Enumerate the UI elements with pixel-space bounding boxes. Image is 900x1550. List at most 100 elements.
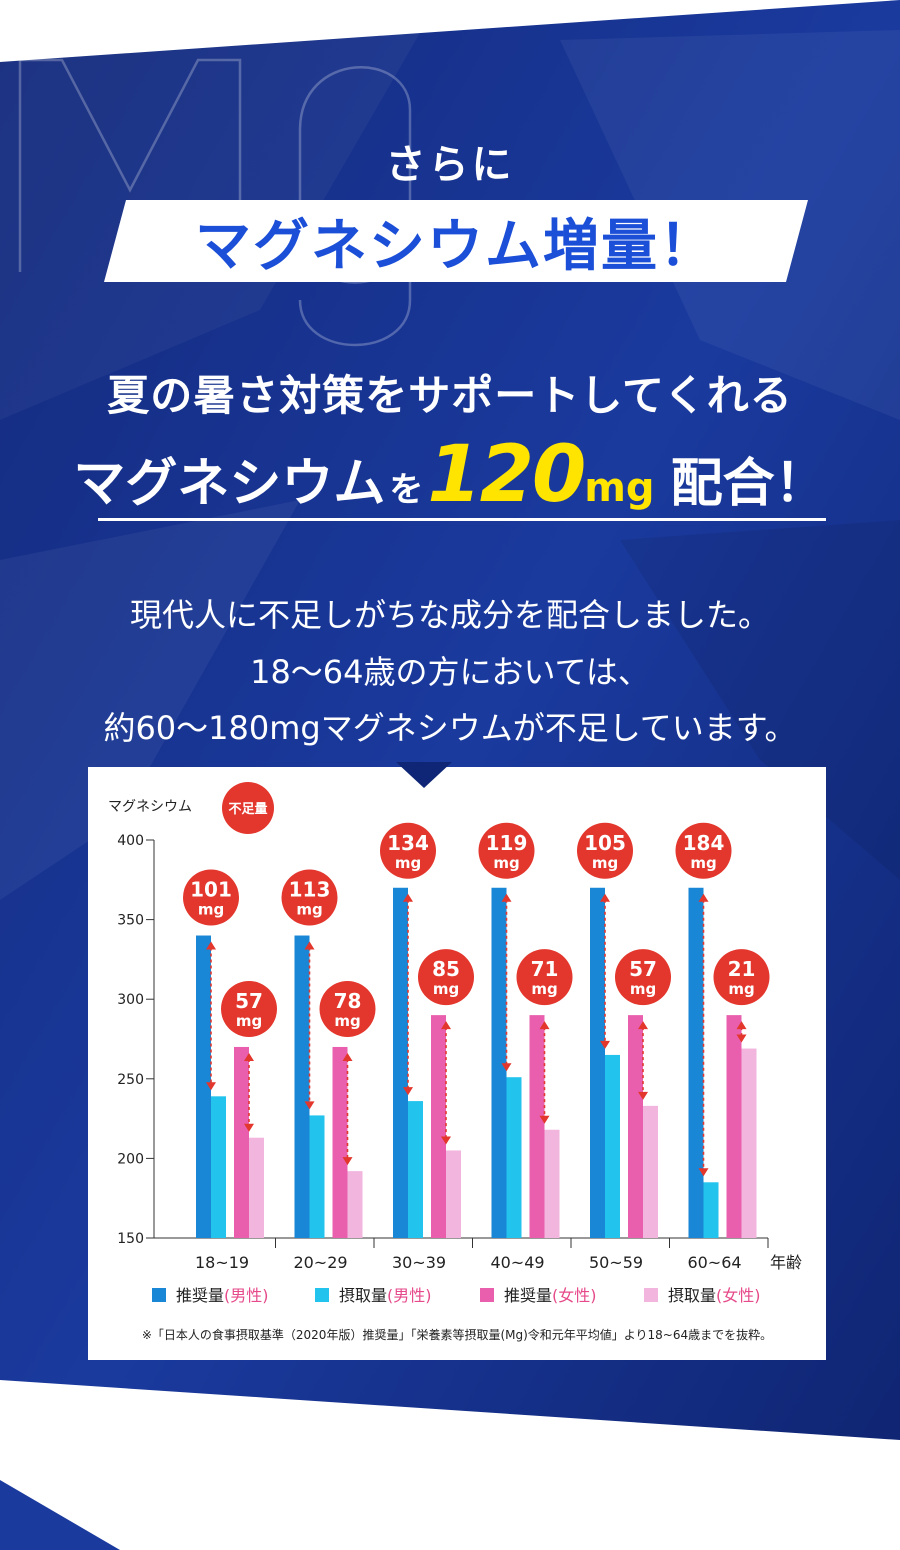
female-gap-badge-value: 57 (629, 957, 657, 981)
female-gap-arrow-head-down (736, 1034, 747, 1043)
female-gap-badge (319, 980, 376, 1037)
female-gap-arrow-head-down (441, 1136, 451, 1145)
legend-label: 推奨量(女性) (504, 1286, 597, 1305)
x-tick-label: 60~64 (687, 1253, 741, 1272)
legend-series-name: 摂取量 (339, 1286, 387, 1305)
headline-magnesium: マグネシウム (73, 454, 386, 514)
female-gap-badge-value: 85 (432, 957, 460, 981)
male-gap-badge-value: 101 (190, 878, 232, 902)
female-gap-badge-value: 57 (235, 989, 263, 1013)
male-gap-arrow-head-up (501, 893, 512, 902)
male-gap-arrow-head-down (206, 1082, 216, 1091)
female-gap-arrow-head-down (342, 1157, 353, 1166)
bar-female-recommended (529, 1015, 545, 1238)
shortfall-badge-label: 不足量 (228, 802, 267, 817)
female-gap-badge-unit: mg (630, 980, 656, 998)
intro-text: さらに (385, 142, 515, 188)
male-gap-arrow-head-down (304, 1101, 315, 1110)
female-gap-badge-unit: mg (334, 1012, 360, 1030)
male-gap-badge-unit: mg (592, 854, 618, 872)
bar-male-recommended (688, 887, 704, 1238)
legend-gender: (女性) (552, 1286, 597, 1305)
male-gap-badge (478, 822, 535, 879)
female-gap-arrow-head-up (441, 1021, 451, 1030)
headline-line2: マグネシウム を120mg 配合！ (0, 430, 900, 520)
y-tick-label: 300 (117, 992, 144, 1008)
male-gap-arrow-head-up (403, 893, 413, 902)
male-gap-badge-unit: mg (296, 901, 322, 919)
bar-female-intake (249, 1137, 264, 1238)
male-gap-badge-value: 105 (584, 831, 626, 855)
female-gap-badge (713, 949, 770, 1006)
legend-gender: (男性) (224, 1286, 269, 1305)
male-gap-arrow-head-up (206, 941, 216, 950)
male-gap-arrow-head-down (600, 1040, 610, 1049)
white-bottom-band (0, 1380, 900, 1550)
y-tick-label: 250 (117, 1072, 144, 1088)
legend-swatch (644, 1288, 658, 1302)
legend-series-name: 推奨量 (176, 1286, 224, 1305)
y-tick-label: 200 (117, 1151, 144, 1167)
bar-male-recommended (590, 887, 605, 1238)
x-tick-label: 20~29 (293, 1253, 347, 1272)
bar-female-recommended (332, 1046, 348, 1238)
headline-particle: を (389, 470, 424, 510)
male-gap-arrow-head-up (600, 893, 610, 902)
bar-male-intake (506, 1077, 522, 1238)
legend-gender: (女性) (716, 1286, 761, 1305)
legend-swatch (480, 1288, 494, 1302)
legend-label: 摂取量(女性) (668, 1286, 761, 1305)
female-gap-badge (418, 949, 474, 1006)
male-gap-arrow-head-up (304, 941, 315, 950)
y-tick-label: 400 (117, 833, 144, 849)
female-gap-badge-unit: mg (433, 980, 459, 998)
headline-formulated: 配合！ (670, 454, 827, 514)
legend-label: 推奨量(男性) (176, 1286, 269, 1305)
x-tick-label: 30~39 (392, 1253, 446, 1272)
banner-text: マグネシウム増量！ (195, 213, 717, 279)
bar-female-recommended (628, 1015, 643, 1238)
x-tick-label: 18~19 (195, 1253, 249, 1272)
y-tick-label: 150 (117, 1231, 144, 1247)
bar-female-intake (643, 1105, 658, 1238)
female-gap-badge-unit: mg (531, 980, 557, 998)
male-gap-badge-value: 184 (683, 831, 725, 855)
shortfall-badge (222, 782, 274, 834)
bar-female-intake (544, 1129, 560, 1238)
banner-background (104, 200, 808, 282)
female-gap-badge-unit: mg (236, 1012, 262, 1030)
female-gap-arrow-head-up (244, 1052, 254, 1061)
male-gap-arrow-head-down (698, 1168, 709, 1177)
headline-line1: 夏の暑さ対策をサポートしてくれる (107, 371, 793, 420)
legend-series-name: 摂取量 (668, 1286, 716, 1305)
headline-amount: 120 (427, 430, 586, 520)
female-gap-arrow-head-up (638, 1021, 648, 1030)
male-gap-arrow-head-down (403, 1087, 413, 1096)
female-gap-badge-value: 78 (334, 989, 362, 1013)
male-gap-badge-unit: mg (690, 854, 716, 872)
callout-notch (396, 762, 452, 788)
magnesium-chart: マグネシウム 不足量 400 350 300 250 200 150 18~19 20~29 30~… (108, 782, 802, 1305)
female-gap-badge (516, 949, 573, 1006)
body-line3: 約60〜180mgマグネシウムが不足しています。 (103, 709, 797, 747)
female-gap-arrow-head-down (539, 1115, 550, 1124)
x-tick-label: 40~49 (490, 1253, 544, 1272)
female-gap-arrow-head-up (539, 1021, 550, 1030)
bar-male-recommended (393, 887, 408, 1238)
bar-male-recommended (491, 887, 507, 1238)
footnote: ※「日本人の食事摂取基準（2020年版）推奨量」「栄養素等摂取量(Mg)令和元年… (141, 1328, 773, 1342)
male-gap-badge (281, 869, 338, 926)
male-gap-badge (675, 822, 732, 879)
male-gap-badge-unit: mg (493, 854, 519, 872)
female-gap-badge-value: 21 (728, 957, 756, 981)
bar-female-intake (347, 1171, 363, 1238)
female-gap-arrow-head-down (244, 1123, 254, 1132)
y-tick-label: 350 (117, 913, 144, 929)
male-gap-badge-unit: mg (198, 901, 224, 919)
female-gap-badge (221, 980, 277, 1037)
legend-series-name: 推奨量 (504, 1286, 552, 1305)
bar-female-recommended (726, 1015, 742, 1238)
bar-female-intake (446, 1150, 461, 1238)
female-gap-badge-value: 71 (531, 957, 559, 981)
bar-male-recommended (196, 935, 211, 1238)
